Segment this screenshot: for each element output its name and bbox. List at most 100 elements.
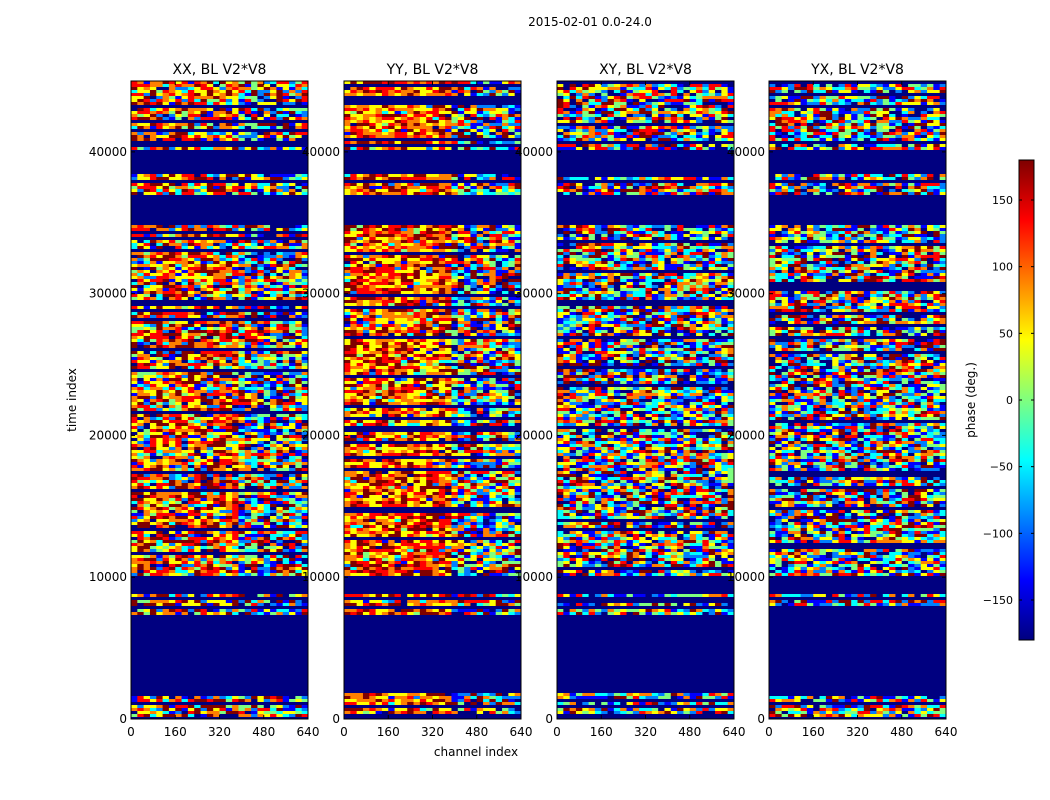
figure-title: 2015-02-01 0.0-24.0 [528,15,652,29]
heatmap-cell [514,174,522,177]
heatmap-cell [282,93,290,96]
heatmap-cell [149,132,157,135]
heatmap-cell [168,177,176,180]
heatmap-cell [213,504,220,507]
heatmap-cell [257,531,265,534]
heatmap-cell [244,495,252,498]
heatmap-cell [289,435,296,438]
heatmap-cell [495,264,503,267]
heatmap-cell [213,432,220,435]
heatmap-cell [244,699,252,702]
heatmap-cell [238,360,246,363]
heatmap-cell [356,120,364,123]
heatmap-cell [137,87,145,90]
heatmap-cell [438,105,446,108]
heatmap-cell [219,336,227,339]
heatmap-cell [232,360,239,363]
heatmap-cell [457,189,465,192]
heatmap-cell [156,612,164,615]
heatmap-cell [156,192,164,195]
heatmap-cell [194,456,201,459]
heatmap-cell [200,330,208,333]
heatmap-cell [137,132,145,135]
heatmap-cell [356,174,364,177]
heatmap-cell [270,480,277,483]
heatmap-cell [464,192,471,195]
heatmap-cell [451,267,459,270]
heatmap-cell [213,609,220,612]
heatmap-cell [213,387,220,390]
heatmap-cell [362,243,370,246]
heatmap-cell [257,507,265,510]
heatmap-cell [168,102,176,105]
heatmap-cell [514,249,522,252]
heatmap-cell [238,459,246,462]
heatmap-cell [426,186,433,189]
heatmap-cell [149,135,157,138]
heatmap-cell [356,237,364,240]
heatmap-cell [232,438,239,441]
heatmap-cell [156,312,164,315]
heatmap-cell [362,108,370,111]
heatmap-cell [219,504,227,507]
heatmap-cell [251,288,258,291]
heatmap-cell [457,111,465,114]
heatmap-cell [168,108,176,111]
heatmap-cell [156,546,164,549]
heatmap-cell [143,375,151,378]
heatmap-cell [251,558,258,561]
heatmap-cell [375,126,383,129]
heatmap-cell [187,102,195,105]
heatmap-cell [270,519,277,522]
heatmap-cell [219,327,227,330]
heatmap-cell [206,312,214,315]
heatmap-cell [276,252,284,255]
heatmap-cell [219,126,227,129]
heatmap-cell [502,129,509,132]
heatmap-cell [483,174,490,177]
heatmap-cell [388,234,395,237]
heatmap-cell [244,444,252,447]
heatmap-cell [232,102,239,105]
heatmap-cell [295,483,303,486]
heatmap-cell [476,240,484,243]
heatmap-cell [206,360,214,363]
heatmap-cell [137,84,145,87]
heatmap-cell [375,141,383,144]
heatmap-cell [131,426,138,429]
heatmap-cell [225,327,233,330]
heatmap-cell [232,462,239,465]
heatmap-cell [149,96,157,99]
heatmap-cell [225,351,233,354]
heatmap-cell [289,531,296,534]
heatmap-cell [232,333,239,336]
heatmap-cell [187,444,195,447]
heatmap-cell [213,546,220,549]
heatmap-cell [413,234,421,237]
heatmap-cell [219,174,227,177]
heatmap-cell [369,90,377,93]
heatmap-cell [143,696,151,699]
heatmap-cell [181,462,189,465]
heatmap-cell [187,483,195,486]
heatmap-cell [394,264,402,267]
heatmap-cell [464,129,471,132]
heatmap-cell [451,192,459,195]
heatmap-cell [495,87,503,90]
heatmap-cell [476,264,484,267]
heatmap-cell [238,483,246,486]
heatmap-cell [213,336,220,339]
heatmap-cell [162,705,170,708]
heatmap-cell [495,81,503,84]
heatmap-cell [156,465,164,468]
heatmap-cell [257,516,265,519]
heatmap-cell [276,96,284,99]
heatmap-cell [232,135,239,138]
heatmap-cell [344,225,351,228]
heatmap-cell [394,246,402,249]
heatmap-cell [244,540,252,543]
heatmap-cell [251,474,258,477]
heatmap-cell [251,264,258,267]
heatmap-cell [350,132,358,135]
heatmap-cell [131,189,138,192]
